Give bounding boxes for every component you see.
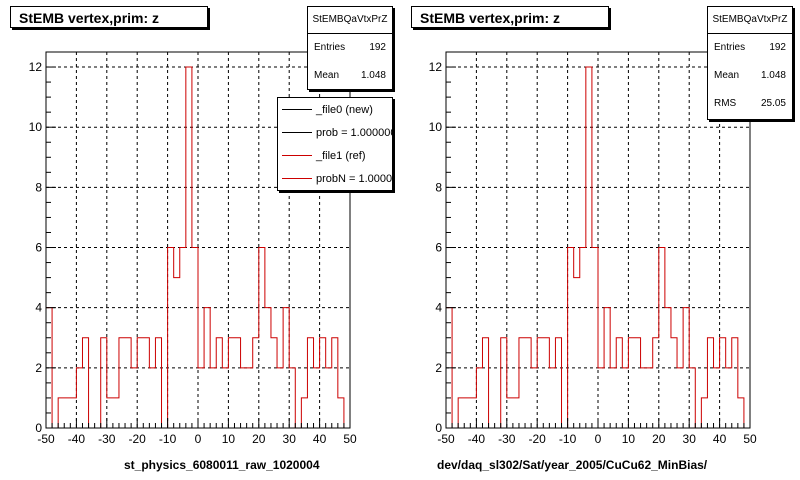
y-tick-label: 0 [35,421,42,435]
stats-row-mean: Mean 1.048 [308,62,392,90]
y-tick-label: 6 [435,241,442,255]
stats-value: 1.048 [360,70,386,81]
legend-swatch [282,109,312,110]
x-tick-label: 10 [222,432,236,446]
y-tick-label: 4 [435,301,442,315]
stats-label: RMS [714,98,737,109]
stats-value: 192 [769,42,786,53]
legend-entry: _file1 (ref) [278,144,392,167]
stats-box-right: StEMBQaVtxPrZ Entries 192 Mean 1.048 RMS… [707,6,793,120]
legend-swatch [282,155,312,156]
x-tick-label: 30 [283,432,297,446]
chart-title-left: StEMB vertex,prim: z [10,6,208,28]
y-tick-label: 2 [35,361,42,375]
stats-label: Mean [314,70,340,81]
histogram-outline [45,66,350,429]
x-tick-label: 50 [743,432,757,446]
x-tick-label: 0 [195,432,202,446]
x-tick-label: -30 [98,432,116,446]
stats-row-mean: Mean 1.048 [708,62,792,90]
legend-swatch [282,178,312,179]
x-tick-label: 0 [595,432,602,446]
x-tick-label: -20 [529,432,547,446]
chart-title-right: StEMB vertex,prim: z [411,6,609,28]
legend-label: _file0 (new) [316,103,373,116]
x-axis-title-right: dev/daq_sl302/Sat/year_2005/CuCu62_MinBi… [437,458,708,472]
stats-name: StEMBQaVtxPrZ [708,7,792,34]
x-tick-label: -10 [159,432,177,446]
x-tick-label: -30 [498,432,516,446]
y-tick-label: 8 [435,180,442,194]
legend-entry: prob = 1.000000 [278,121,392,144]
legend-swatch [282,132,312,133]
stats-value: 25.05 [760,98,786,109]
y-tick-label: 6 [35,241,42,255]
stats-row-entries: Entries 192 [308,34,392,62]
x-tick-label: 10 [622,432,636,446]
x-tick-label: -40 [68,432,86,446]
x-axis-title-left: st_physics_6080011_raw_1020004 [124,458,320,472]
x-tick-label: 40 [313,432,327,446]
y-tick-label: 8 [35,180,42,194]
stats-row-rms: RMS 25.05 [708,90,792,118]
legend-label: _file1 (ref) [316,149,366,162]
legend-left: _file0 (new) prob = 1.000000 _file1 (ref… [277,97,393,191]
stats-label: Mean [714,70,740,81]
x-tick-label: -50 [37,432,55,446]
x-tick-label: 40 [713,432,727,446]
x-tick-label: -50 [437,432,455,446]
stats-name: StEMBQaVtxPrZ [308,7,392,34]
legend-entry: probN = 1.000000 [278,167,392,190]
stats-label: Entries [314,42,346,53]
stats-row-entries: Entries 192 [708,34,792,62]
y-tick-label: 10 [429,120,443,134]
x-tick-label: 50 [343,432,357,446]
x-tick-label: -40 [468,432,486,446]
legend-label: prob = 1.000000 [316,126,393,139]
y-tick-label: 0 [435,421,442,435]
x-tick-label: 20 [652,432,666,446]
legend-label: probN = 1.000000 [316,172,393,185]
stats-value: 1.048 [760,70,786,81]
x-tick-label: 20 [252,432,266,446]
y-tick-label: 4 [35,301,42,315]
stats-label: Entries [714,42,746,53]
stats-box-left: StEMBQaVtxPrZ Entries 192 Mean 1.048 [307,6,393,90]
x-tick-label: -10 [559,432,577,446]
y-tick-label: 10 [29,120,43,134]
stats-value: 192 [369,42,386,53]
legend-entry: _file0 (new) [278,98,392,121]
histogram-outline [445,66,750,429]
y-tick-label: 2 [435,361,442,375]
y-tick-label: 12 [29,60,43,74]
x-tick-label: -20 [129,432,147,446]
x-tick-label: 30 [683,432,697,446]
chart-right: -50 -40 -30 -20 -10 0 10 20 30 40 50 0 2 4 6 8 10 12 [429,51,757,446]
y-tick-label: 12 [429,60,443,74]
